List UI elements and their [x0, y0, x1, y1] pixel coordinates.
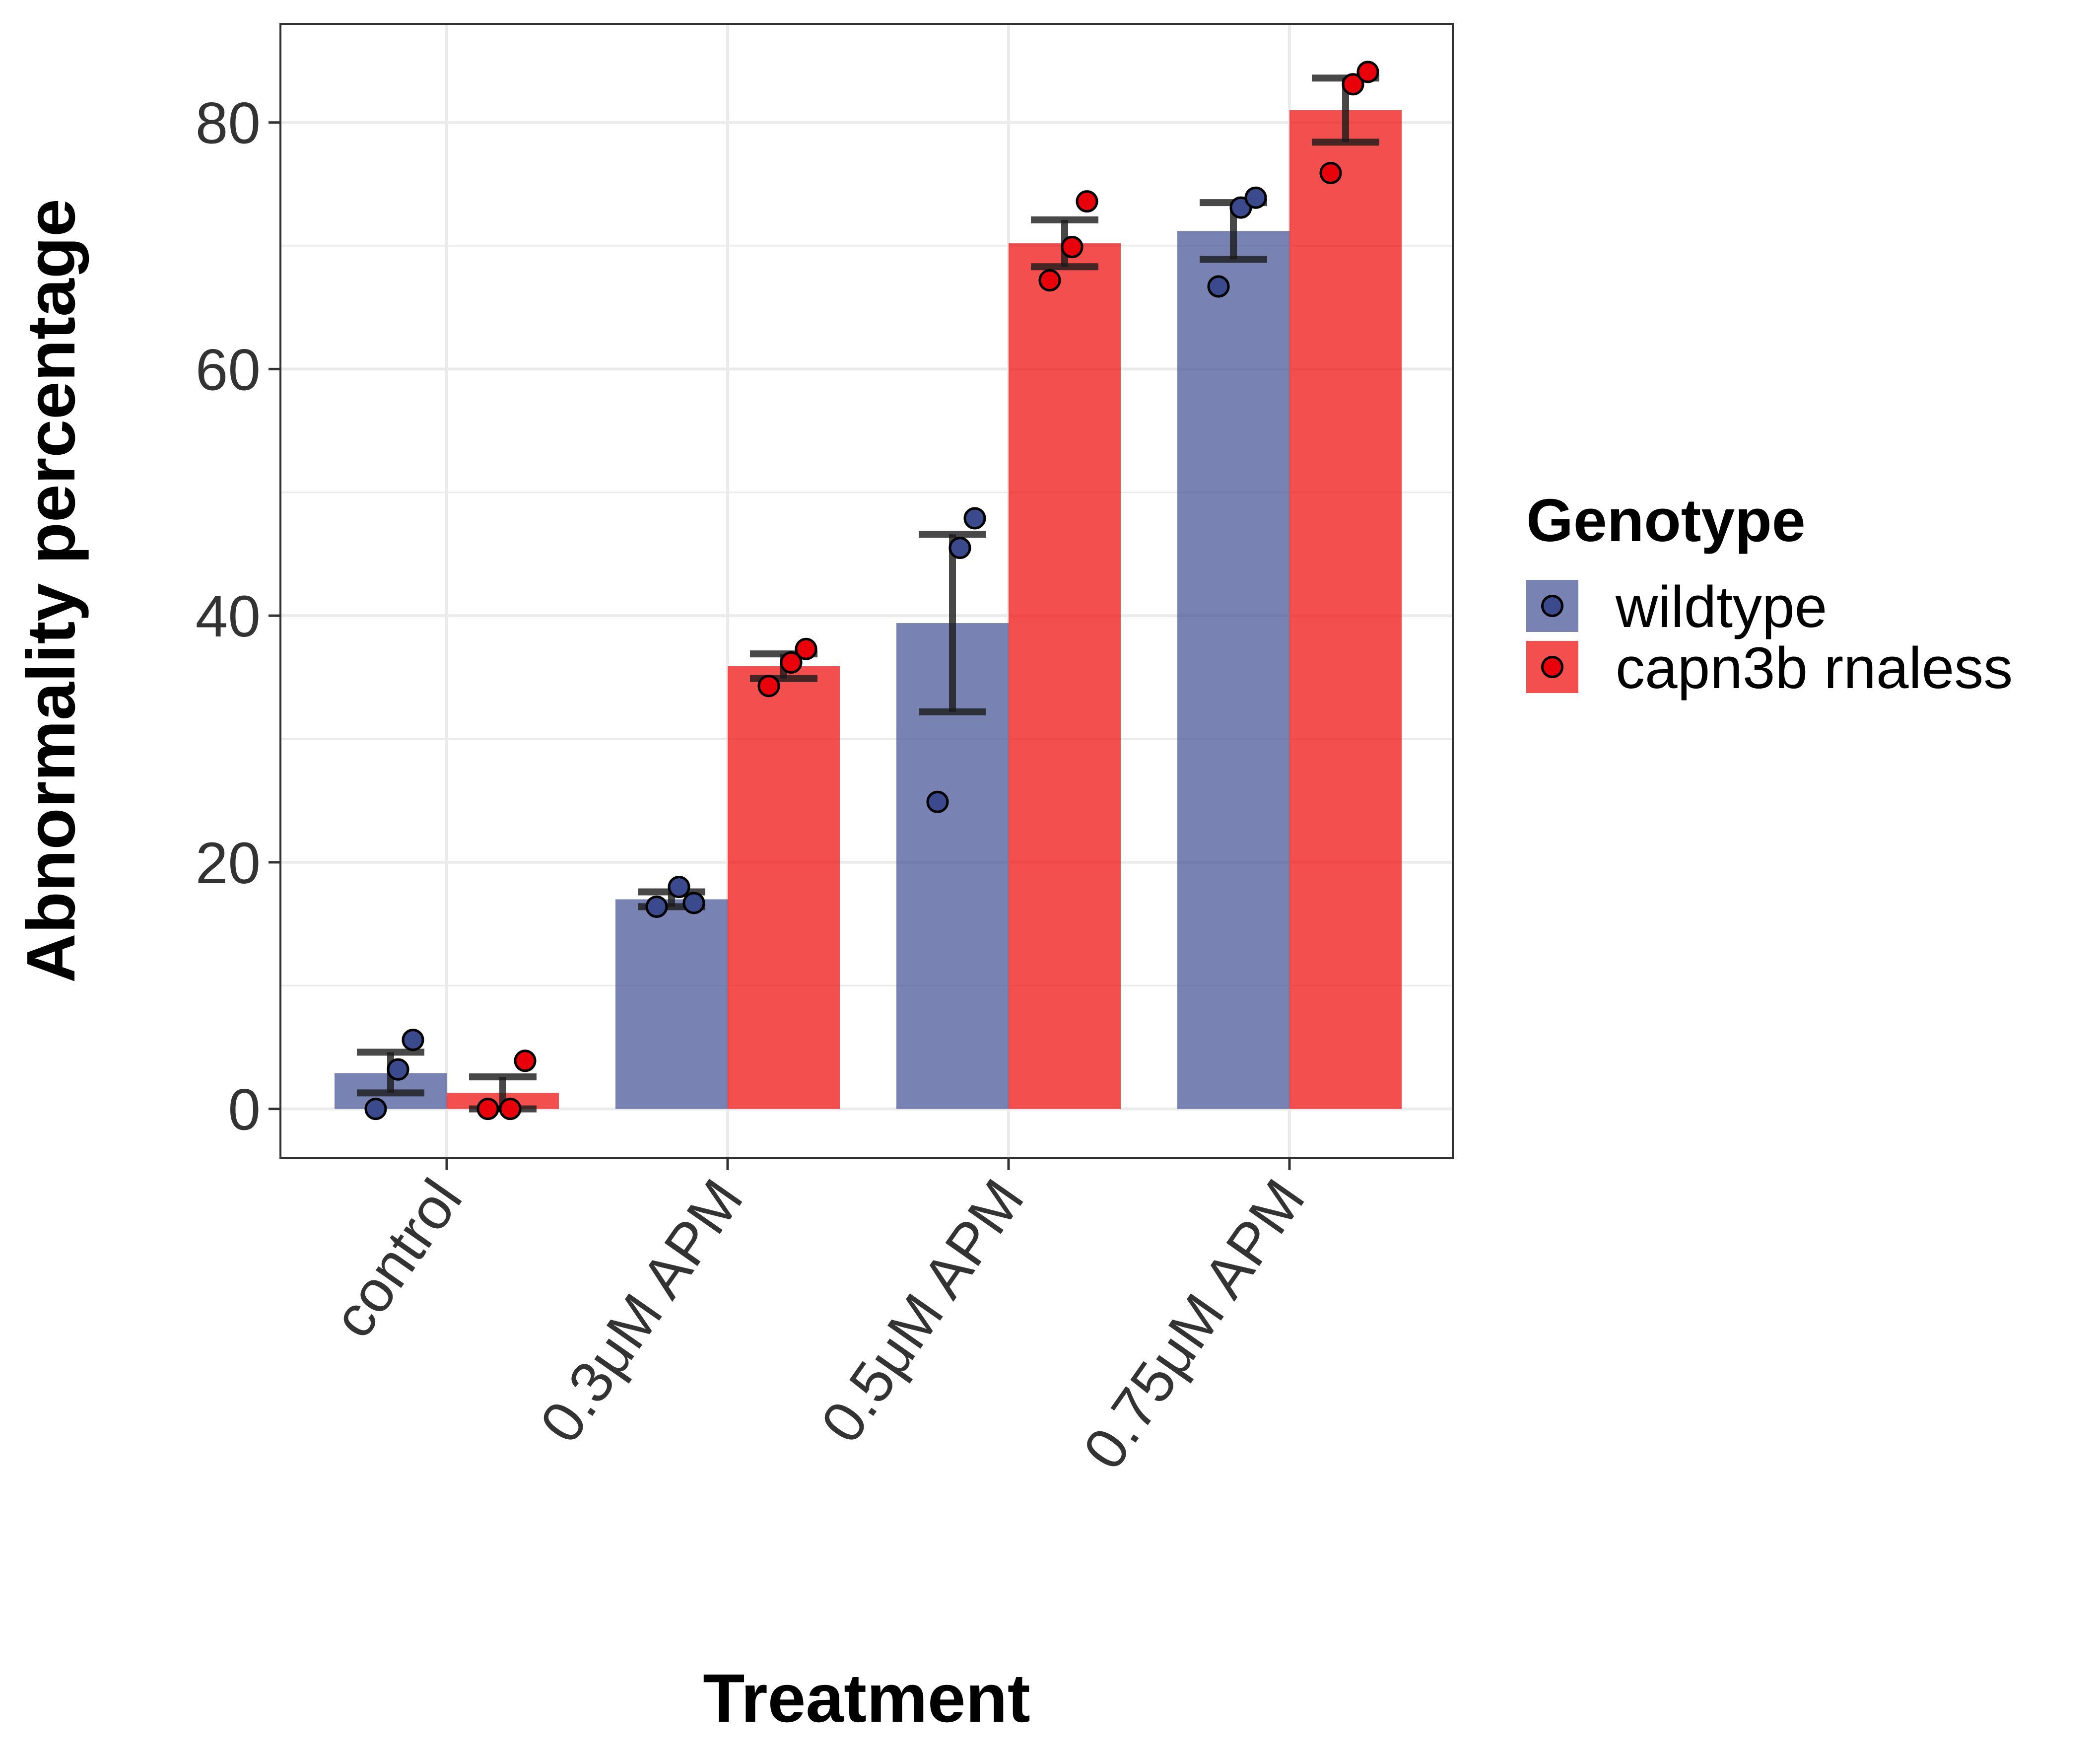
- bars: [335, 110, 1402, 1109]
- data-point: [1061, 236, 1084, 259]
- data-point: [963, 507, 986, 530]
- x-axis-title: Treatment: [703, 1660, 1030, 1737]
- data-point: [795, 637, 817, 660]
- y-tick-label: 60: [196, 337, 261, 403]
- y-axis: 0 20 40 60 80: [196, 91, 280, 1143]
- data-point: [1207, 275, 1230, 298]
- data-point: [668, 876, 690, 899]
- legend-title: Genotype: [1526, 487, 1806, 554]
- data-points: [364, 61, 1379, 1121]
- y-axis-title: Abnormality percentage: [13, 199, 89, 983]
- data-point: [402, 1029, 424, 1052]
- data-point: [1356, 61, 1379, 83]
- data-point: [780, 651, 803, 674]
- bar: [728, 666, 840, 1109]
- data-point: [499, 1098, 522, 1121]
- data-point: [926, 790, 949, 813]
- bar: [1289, 110, 1402, 1109]
- data-point: [364, 1098, 387, 1121]
- bar: [1177, 231, 1289, 1109]
- data-point: [1244, 186, 1267, 209]
- legend-label: wildtype: [1615, 574, 1827, 640]
- data-point: [1342, 73, 1364, 96]
- data-point: [1038, 269, 1061, 292]
- legend-label: capn3b rnaless: [1616, 635, 2013, 701]
- data-point: [387, 1058, 409, 1081]
- data-point: [476, 1098, 499, 1121]
- data-point: [645, 895, 668, 918]
- legend-key-point: [1541, 656, 1563, 678]
- legend-key-point: [1541, 595, 1563, 617]
- y-tick-label: 20: [196, 831, 261, 896]
- data-point: [514, 1050, 537, 1072]
- y-tick-label: 40: [196, 584, 261, 649]
- y-tick-label: 80: [196, 91, 261, 156]
- bar: [615, 899, 728, 1109]
- data-point: [1076, 190, 1098, 213]
- data-point: [682, 892, 705, 914]
- bar: [1009, 243, 1121, 1109]
- y-tick-label: 0: [228, 1077, 261, 1143]
- data-point: [757, 675, 780, 698]
- data-point: [948, 537, 971, 560]
- plot-border: [279, 23, 1454, 1159]
- data-point: [1319, 162, 1342, 185]
